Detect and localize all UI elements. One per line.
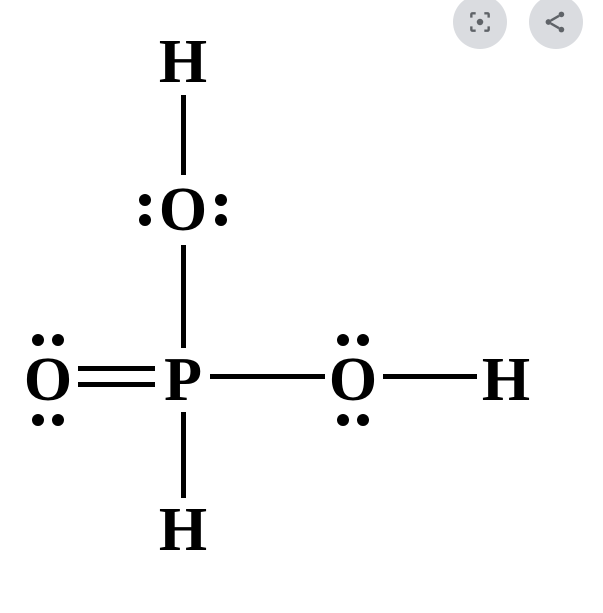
atom-H-bottom: H [159, 499, 207, 561]
lewis-structure-canvas: P O O O H H H [0, 0, 603, 613]
google-lens-button[interactable] [453, 0, 507, 49]
lone-pair-dot [52, 334, 64, 346]
bond-P-H-bottom [181, 412, 186, 498]
atom-H-right: H [482, 349, 530, 411]
lens-icon [467, 9, 493, 35]
bond-Oright-Hright [383, 374, 477, 379]
lone-pair-dot [52, 414, 64, 426]
atom-O-left: O [24, 349, 72, 411]
lone-pair-dot [32, 334, 44, 346]
lone-pair-dot [337, 334, 349, 346]
bond-P-O-top [181, 245, 186, 348]
lone-pair-dot [215, 194, 227, 206]
share-icon [543, 9, 569, 35]
atom-P: P [164, 349, 202, 411]
lone-pair-dot [32, 414, 44, 426]
lone-pair-dot [139, 194, 151, 206]
lone-pair-dot [139, 214, 151, 226]
lone-pair-dot [357, 334, 369, 346]
bond-P-O-left-double-b [78, 382, 155, 387]
share-button[interactable] [529, 0, 583, 49]
bond-Otop-Htop [181, 95, 186, 175]
lone-pair-dot [357, 414, 369, 426]
lone-pair-dot [215, 214, 227, 226]
atom-O-right: O [329, 349, 377, 411]
bond-P-O-left-double-a [78, 366, 155, 371]
lone-pair-dot [337, 414, 349, 426]
atom-O-top: O [159, 179, 207, 241]
atom-H-top: H [159, 31, 207, 93]
bond-P-O-right [210, 374, 325, 379]
